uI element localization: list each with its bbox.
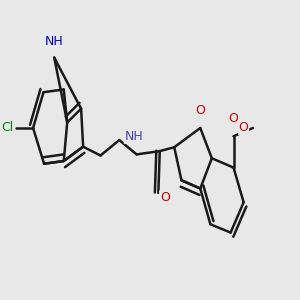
- Text: O: O: [160, 191, 169, 204]
- Text: Cl: Cl: [1, 122, 13, 134]
- Text: NH: NH: [45, 34, 64, 47]
- Text: NH: NH: [124, 130, 143, 143]
- Text: O: O: [229, 112, 238, 125]
- Text: O: O: [239, 122, 249, 134]
- Text: O: O: [195, 104, 205, 117]
